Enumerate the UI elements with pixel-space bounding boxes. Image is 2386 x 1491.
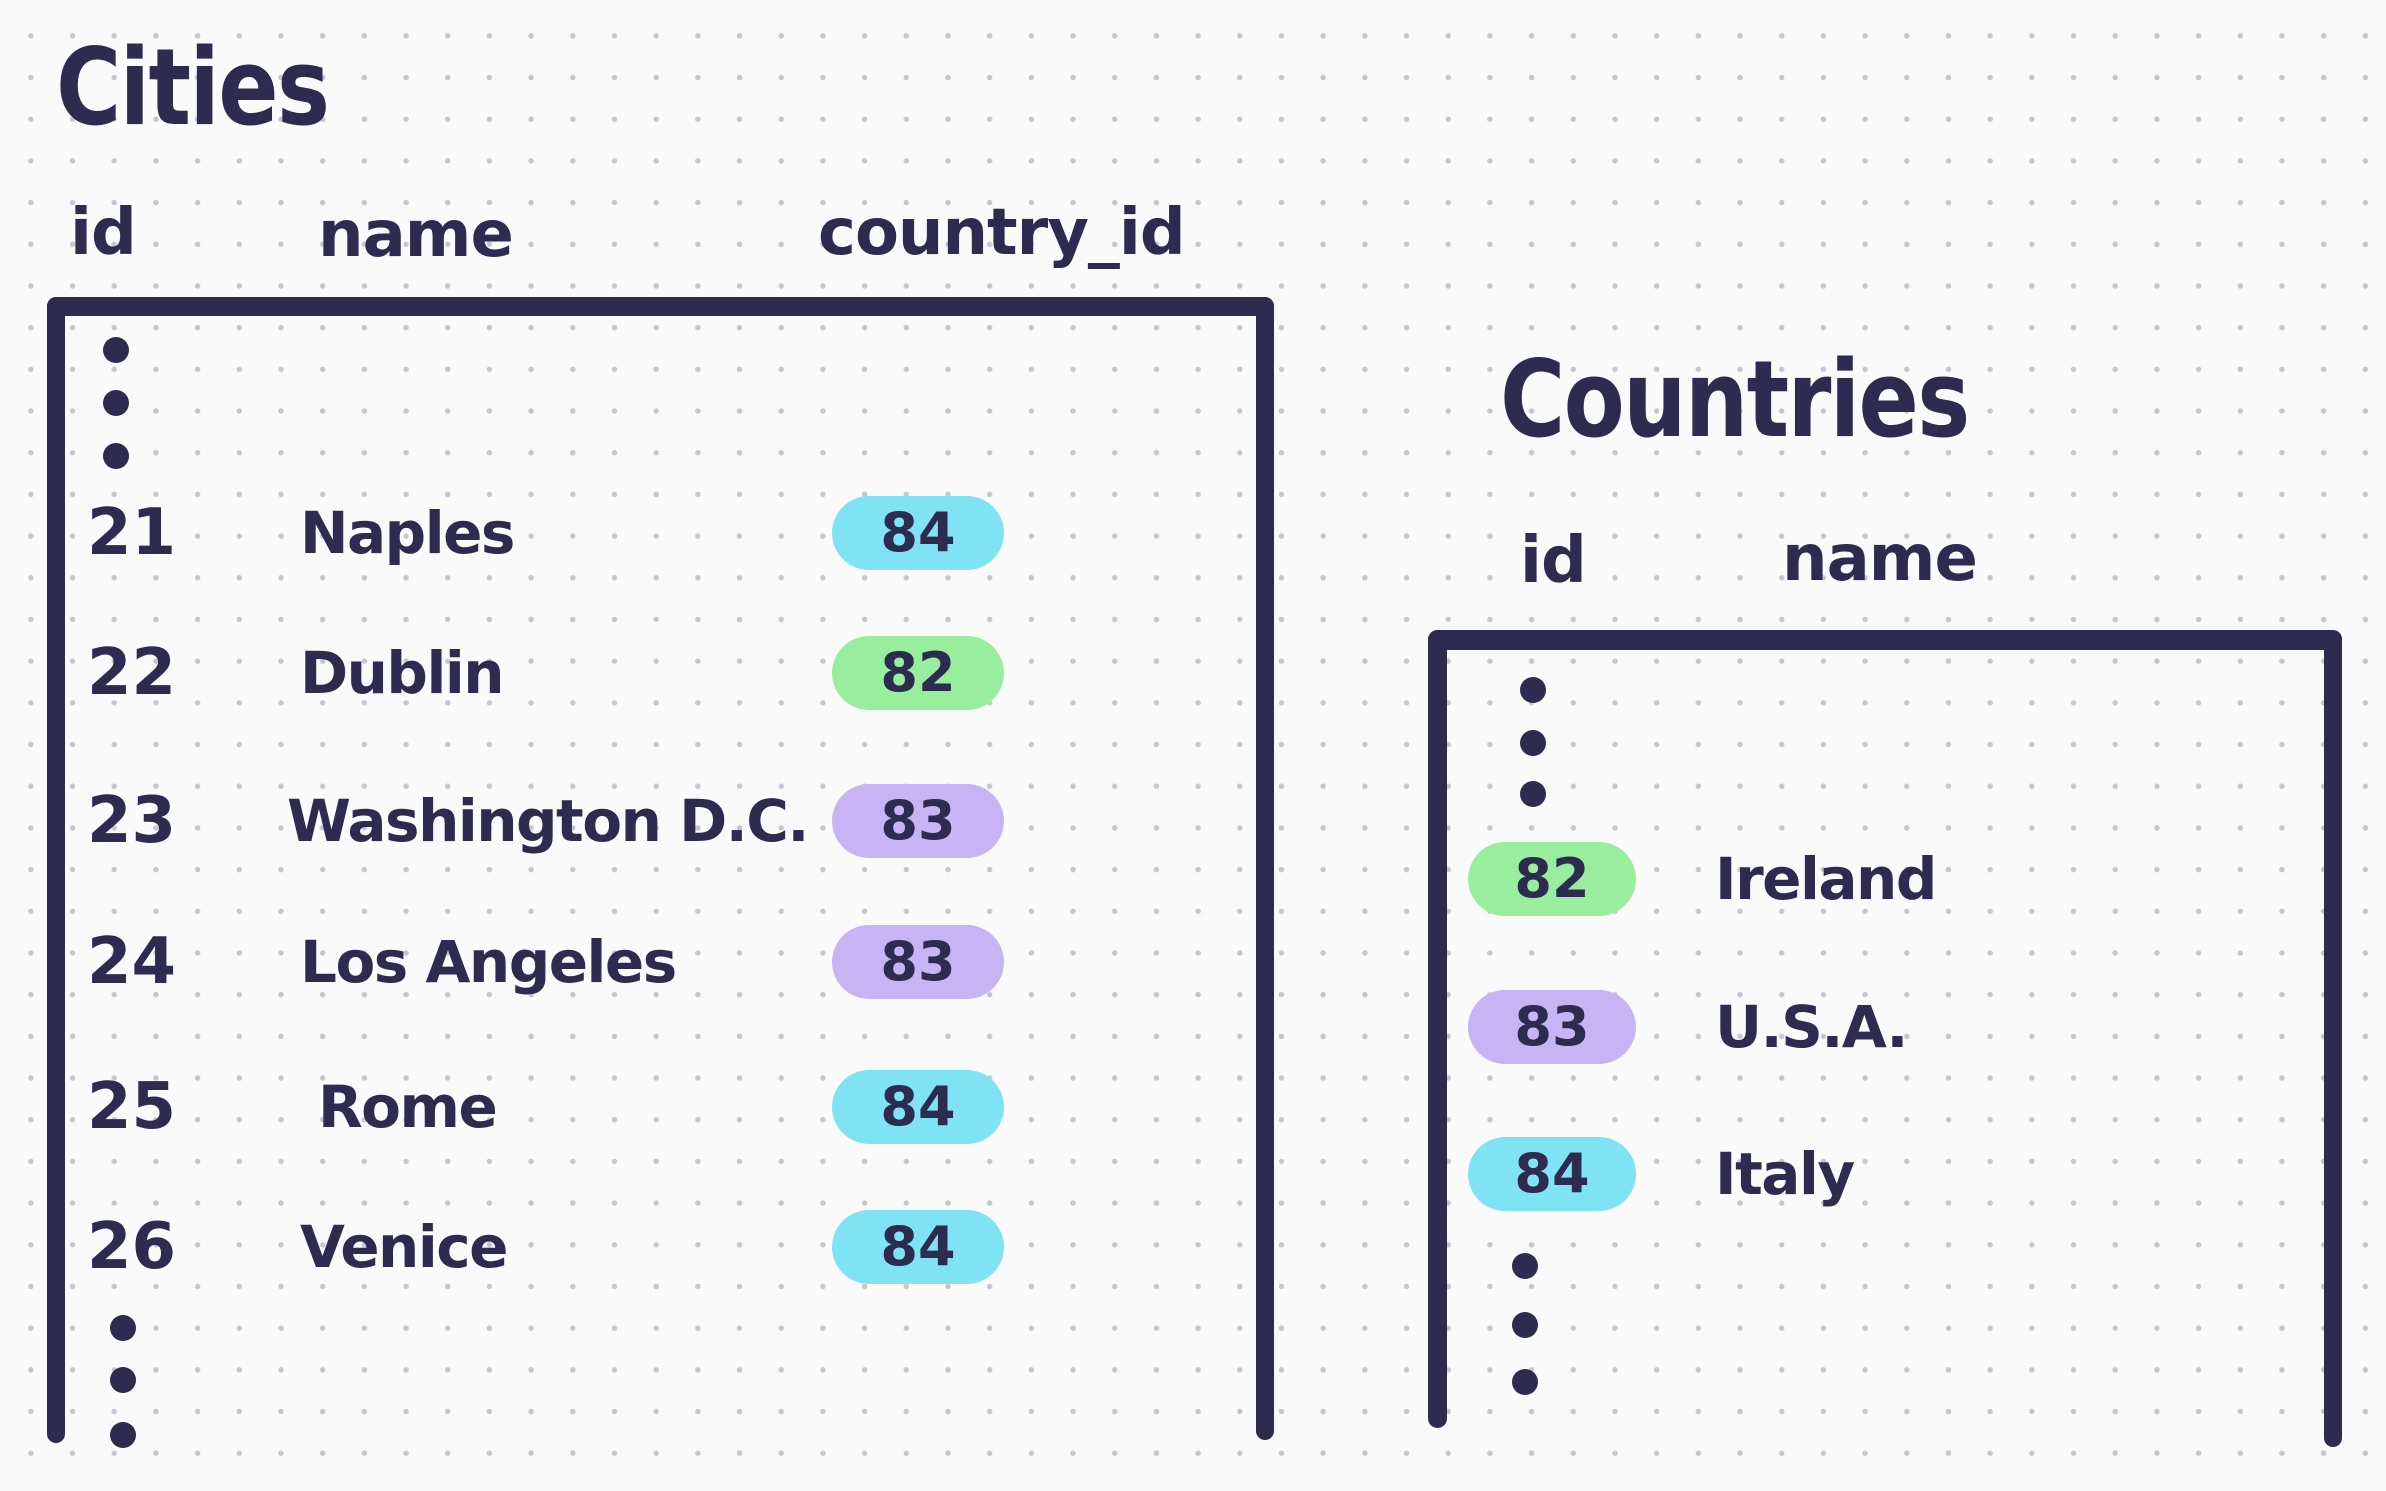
country-id-badge: 84 — [1468, 1137, 1636, 1211]
ellipsis-dot — [110, 1367, 136, 1393]
city-name: Naples — [300, 499, 515, 567]
table-row: 82 Ireland — [0, 839, 2386, 919]
city-id: 24 — [87, 925, 177, 999]
table-row: 83 U.S.A. — [0, 987, 2386, 1067]
cities-column-header-id: id — [70, 196, 137, 270]
ellipsis-dot — [1512, 1312, 1538, 1338]
country-name: U.S.A. — [1715, 993, 1908, 1061]
table-row: 26 Venice 84 — [0, 1207, 2386, 1287]
country-id-badge: 83 — [832, 925, 1004, 999]
ellipsis-dot — [1512, 1253, 1538, 1279]
ellipsis-dot — [110, 1422, 136, 1448]
city-id: 21 — [87, 496, 177, 570]
country-id-badge: 83 — [832, 784, 1004, 858]
city-id: 22 — [87, 636, 177, 710]
city-name: Venice — [300, 1213, 508, 1281]
city-id: 26 — [87, 1210, 177, 1284]
table-row: 21 Naples 84 — [0, 493, 2386, 573]
ellipsis-dot — [1520, 781, 1546, 807]
city-name: Dublin — [300, 639, 505, 707]
table-row: 24 Los Angeles 83 — [0, 922, 2386, 1002]
ellipsis-dot — [110, 1315, 136, 1341]
country-id-badge: 83 — [1468, 990, 1636, 1064]
country-id-badge: 82 — [1468, 842, 1636, 916]
country-id-badge: 84 — [832, 1210, 1004, 1284]
city-name: Washington D.C. — [287, 787, 809, 855]
table-row: 84 Italy — [0, 1134, 2386, 1214]
countries-column-header-id: id — [1520, 524, 1587, 598]
countries-table-title: Countries — [1500, 338, 1970, 461]
country-id-badge: 84 — [832, 496, 1004, 570]
cities-column-header-name: name — [318, 198, 514, 272]
city-id: 23 — [87, 784, 177, 858]
city-name: Los Angeles — [300, 928, 677, 996]
cities-frame-left-border — [47, 297, 65, 1443]
country-name: Ireland — [1715, 845, 1937, 913]
city-name: Rome — [318, 1073, 498, 1141]
country-id-badge: 84 — [832, 1070, 1004, 1144]
city-id: 25 — [87, 1070, 177, 1144]
ellipsis-dot — [103, 443, 129, 469]
cities-frame-right-border — [1256, 297, 1274, 1440]
ellipsis-dot — [1520, 677, 1546, 703]
countries-frame-left-border — [1428, 630, 1447, 1428]
country-name: Italy — [1715, 1140, 1855, 1208]
countries-frame-right-border — [2324, 630, 2342, 1447]
table-row: 22 Dublin 82 — [0, 633, 2386, 713]
cities-column-header-country-id: country_id — [818, 196, 1186, 270]
table-row: 23 Washington D.C. 83 — [0, 781, 2386, 861]
cities-table-title: Cities — [56, 26, 330, 149]
countries-frame-top-border — [1428, 630, 2342, 650]
ellipsis-dot — [1520, 730, 1546, 756]
table-row: 25 Rome 84 — [0, 1067, 2386, 1147]
ellipsis-dot — [1512, 1369, 1538, 1395]
cities-frame-top-border — [47, 297, 1274, 316]
country-id-badge: 82 — [832, 636, 1004, 710]
ellipsis-dot — [103, 390, 129, 416]
ellipsis-dot — [103, 337, 129, 363]
countries-column-header-name: name — [1782, 522, 1978, 596]
